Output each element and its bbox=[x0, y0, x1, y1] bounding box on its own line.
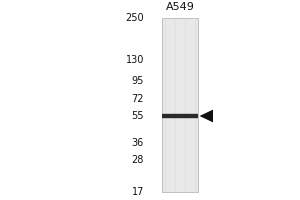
Text: 36: 36 bbox=[132, 138, 144, 148]
Text: 250: 250 bbox=[125, 13, 144, 23]
FancyBboxPatch shape bbox=[162, 114, 198, 118]
Polygon shape bbox=[200, 110, 213, 122]
Text: 17: 17 bbox=[132, 187, 144, 197]
Bar bbox=[162, 18, 198, 192]
Text: 28: 28 bbox=[132, 155, 144, 165]
Text: A549: A549 bbox=[166, 2, 194, 12]
Text: 95: 95 bbox=[132, 76, 144, 86]
Text: 130: 130 bbox=[126, 55, 144, 65]
Text: 55: 55 bbox=[131, 111, 144, 121]
Text: 72: 72 bbox=[131, 94, 144, 104]
